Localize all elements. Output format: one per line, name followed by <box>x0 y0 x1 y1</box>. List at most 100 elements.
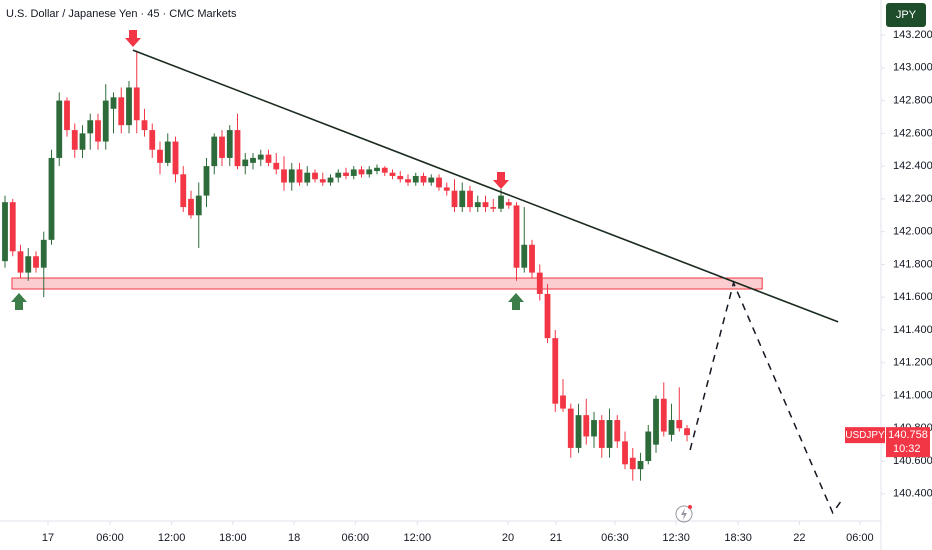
x-tick-label: 20 <box>502 532 514 544</box>
candle-body <box>48 157 55 240</box>
trend-line <box>132 49 839 323</box>
candle-body <box>498 195 504 209</box>
x-tick-label: 17 <box>42 532 54 544</box>
candle-body <box>40 239 47 268</box>
projection-path <box>689 280 843 515</box>
x-tick-label: 22 <box>793 532 805 544</box>
candle-body <box>343 172 349 176</box>
candle-body <box>25 256 32 273</box>
candle-body <box>141 120 148 131</box>
candle-body <box>420 175 427 183</box>
candle-body <box>180 174 187 208</box>
x-tick-label: 12:00 <box>158 532 186 544</box>
candle-body <box>149 130 156 150</box>
price-tag <box>886 427 930 458</box>
candle-body <box>118 97 125 126</box>
x-tick-label: 06:00 <box>342 532 370 544</box>
candle-body <box>95 120 101 142</box>
candle-body <box>660 398 667 432</box>
y-tick-label: 142.400 <box>893 160 932 172</box>
candle-body <box>389 172 396 176</box>
candle-body <box>242 159 249 167</box>
candle-body <box>474 202 481 208</box>
x-tick-label: 18:30 <box>724 532 752 544</box>
candle-body <box>110 97 117 109</box>
y-tick-label: 142.600 <box>893 127 932 139</box>
y-tick-label: 141.000 <box>893 389 932 401</box>
candle-body <box>459 190 466 208</box>
candle-body <box>567 408 574 448</box>
candle-body <box>412 175 419 183</box>
x-tick-label: 18 <box>288 532 300 544</box>
candle-body <box>405 179 411 183</box>
last-price-label: 140.758 <box>888 429 928 441</box>
candle-body <box>529 244 535 273</box>
down-arrow <box>125 30 141 47</box>
candle-body <box>482 202 489 208</box>
candle-body <box>490 207 497 209</box>
candle-body <box>226 130 233 158</box>
candle-body <box>164 141 171 163</box>
y-tick-label: 140.400 <box>893 488 932 500</box>
x-tick-label: 06:30 <box>601 532 629 544</box>
down-arrow <box>493 172 509 189</box>
y-tick-label: 143.200 <box>893 29 932 41</box>
candle-body <box>126 87 132 126</box>
candle-body <box>358 169 365 175</box>
candle-body <box>591 420 597 437</box>
candle-body <box>350 169 357 176</box>
candle-body <box>629 457 636 470</box>
countdown-label: 10:32 <box>893 443 921 455</box>
candle-body <box>219 136 225 158</box>
candle-body <box>335 172 342 178</box>
candle-body <box>17 251 24 273</box>
candle-body <box>327 177 334 183</box>
up-arrow <box>11 293 27 310</box>
candle-body <box>9 202 16 252</box>
candle-body <box>172 141 179 175</box>
candle-body <box>536 272 543 294</box>
alert-icon[interactable] <box>675 505 693 523</box>
candle-body <box>56 100 63 158</box>
candle-body <box>374 167 380 172</box>
candle-body <box>250 157 256 163</box>
y-tick-label: 142.800 <box>893 94 932 106</box>
candle-body <box>257 154 264 160</box>
candle-body <box>195 195 202 216</box>
y-tick-label: 143.000 <box>893 62 932 74</box>
y-tick-label: 140.600 <box>893 455 932 467</box>
currency-label: JPY <box>896 9 917 21</box>
up-arrow <box>508 293 524 310</box>
candle-body <box>598 420 605 448</box>
y-tick-label: 141.600 <box>893 291 932 303</box>
x-tick-label: 06:00 <box>96 532 124 544</box>
candle-body <box>544 293 551 339</box>
y-tick-label: 142.000 <box>893 226 932 238</box>
candle-body <box>33 256 39 268</box>
x-tick-label: 12:00 <box>404 532 432 544</box>
candle-body <box>211 136 218 167</box>
candle-body <box>668 420 675 435</box>
candle-body <box>188 198 194 216</box>
candle-body <box>614 420 621 442</box>
currency-button[interactable] <box>886 3 926 27</box>
x-tick-label: 12:30 <box>662 532 690 544</box>
candle-body <box>2 202 8 262</box>
y-tick-label: 141.800 <box>893 258 932 270</box>
candle-body <box>575 415 582 448</box>
candle-body <box>676 420 683 429</box>
candle-body <box>521 244 528 268</box>
symbol-label: USDJPY <box>845 430 885 441</box>
x-tick-label: 06:00 <box>846 532 874 544</box>
candle-body <box>645 431 652 462</box>
candle-body <box>157 149 163 163</box>
candle-body <box>288 169 295 183</box>
candle-body <box>583 415 590 437</box>
candle-body <box>64 100 70 131</box>
candle-body <box>436 177 442 188</box>
candle-body <box>234 130 241 167</box>
candle-body <box>133 87 140 121</box>
y-tick-label: 141.400 <box>893 324 932 336</box>
